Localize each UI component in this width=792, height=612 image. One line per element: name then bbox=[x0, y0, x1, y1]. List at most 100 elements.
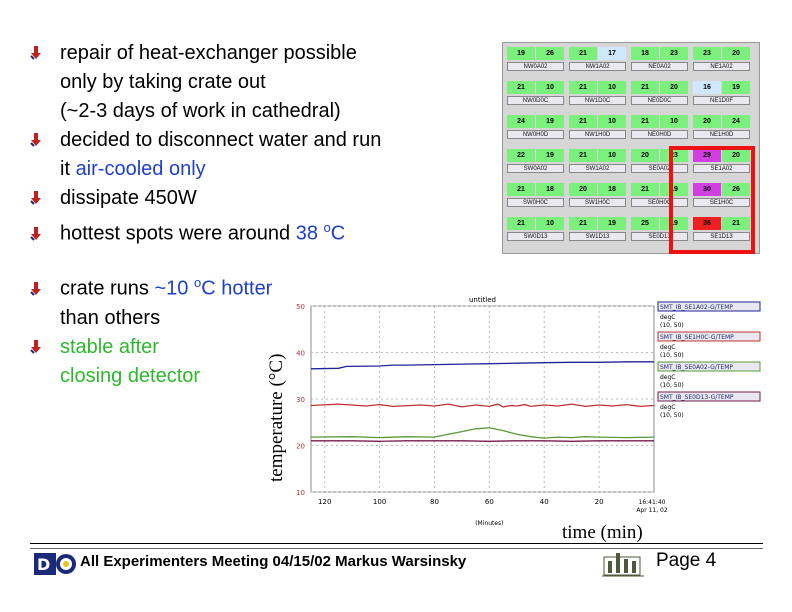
crate-label: SW1H0C bbox=[569, 198, 626, 207]
crate-temp-a: 21 bbox=[569, 217, 597, 230]
crate-label: SW0A02 bbox=[507, 164, 564, 173]
crate-temp-b: 10 bbox=[536, 217, 564, 230]
crate-temp-a: 18 bbox=[631, 47, 659, 60]
crate-temp-b: 19 bbox=[722, 81, 750, 94]
x-tick-label: 40 bbox=[540, 498, 549, 506]
crate-temp-b: 24 bbox=[722, 115, 750, 128]
legend-range: (10, 50) bbox=[660, 322, 684, 329]
svg-text:temperature (°C): temperature (°C) bbox=[266, 354, 287, 482]
crate-label: SW0H0C bbox=[507, 198, 564, 207]
legend-range: (10, 50) bbox=[660, 382, 684, 389]
x-tick-label: 20 bbox=[595, 498, 604, 506]
bottom-bullets: crate runs ~10 oC hotter than others stabl… bbox=[30, 268, 272, 391]
crate-temp-a: 21 bbox=[569, 149, 597, 162]
bullet-text: it bbox=[60, 158, 76, 180]
crate-label: NE1D0F bbox=[693, 96, 750, 105]
crate-label: NE0A02 bbox=[631, 62, 688, 71]
x-axis-label: time (min) bbox=[562, 522, 643, 543]
bullet-text: only by taking crate out bbox=[60, 71, 266, 93]
legend-range: (10, 50) bbox=[660, 412, 684, 419]
crate-temp-b: 20 bbox=[722, 149, 750, 162]
crate-temp-a: 21 bbox=[507, 81, 535, 94]
crate-temp-b: 19 bbox=[598, 217, 626, 230]
crate-label: NW0H0D bbox=[507, 130, 564, 139]
crate-label: NW0D0C bbox=[507, 96, 564, 105]
crate-temp-a: 22 bbox=[507, 149, 535, 162]
top-bullets: repair of heat-exchanger possible only by… bbox=[30, 39, 381, 249]
legend-name: SMT_IB_SE0D13-G/TEMP bbox=[660, 394, 734, 401]
crate-label: SE1A02 bbox=[693, 164, 750, 173]
crate-temp-a: 21 bbox=[631, 81, 659, 94]
crate-label: SE1D13 bbox=[693, 232, 750, 241]
crate-temp-a: 24 bbox=[507, 115, 535, 128]
highlight-box bbox=[669, 146, 755, 254]
bullet-text: o bbox=[323, 220, 331, 235]
series-line bbox=[310, 361, 654, 370]
series-line bbox=[310, 427, 655, 439]
d0-logo: D bbox=[34, 551, 78, 582]
series-line bbox=[311, 440, 654, 442]
crate-temp-a: 36 bbox=[693, 217, 721, 230]
crate-temp-a: 21 bbox=[631, 115, 659, 128]
y-tick-label: 40 bbox=[296, 350, 305, 358]
crate-temp-a: 21 bbox=[507, 217, 535, 230]
crate-temp-a: 19 bbox=[507, 47, 535, 60]
crate-temp-b: 10 bbox=[660, 115, 688, 128]
bullet-line: dissipate 450W bbox=[30, 184, 381, 213]
crate-label: SW0D13 bbox=[507, 232, 564, 241]
crate-temp-a: 23 bbox=[693, 47, 721, 60]
crate-temp-b: 19 bbox=[660, 183, 688, 196]
crate-temp-a: 16 bbox=[693, 81, 721, 94]
bullet-text: than others bbox=[60, 306, 161, 329]
university-emblem-icon bbox=[600, 549, 646, 584]
legend-unit: degC bbox=[660, 404, 676, 411]
bullet-text: ~10 bbox=[154, 277, 194, 300]
legend-swatch bbox=[657, 361, 761, 372]
crate-temp-a: 21 bbox=[569, 115, 597, 128]
y-tick-label: 20 bbox=[296, 443, 305, 451]
end-time-label: 16:41:40 bbox=[639, 499, 666, 506]
bullet-text: C bbox=[330, 222, 346, 245]
x-tick-label: 60 bbox=[485, 498, 494, 506]
bullet-text: stable after bbox=[60, 335, 159, 358]
crate-temp-a: 21 bbox=[569, 47, 597, 60]
crate-temp-b: 18 bbox=[536, 183, 564, 196]
crate-temp-b: 20 bbox=[722, 47, 750, 60]
legend-swatch bbox=[657, 391, 761, 402]
crate-temp-a: 30 bbox=[693, 183, 721, 196]
page-number: Page 4 bbox=[656, 550, 717, 571]
x-tick-label: 100 bbox=[373, 498, 386, 506]
crate-label: SE0A02 bbox=[631, 164, 688, 173]
crate-label: SW1D13 bbox=[569, 232, 626, 241]
bullet-text: repair of heat-exchanger possible bbox=[60, 42, 357, 64]
crate-temp-b: 10 bbox=[536, 81, 564, 94]
bullet-line: repair of heat-exchanger possible bbox=[30, 39, 381, 68]
crate-temp-a: 21 bbox=[507, 183, 535, 196]
svg-text:D: D bbox=[37, 555, 50, 574]
series-line bbox=[310, 403, 655, 408]
crate-temp-b: 26 bbox=[722, 183, 750, 196]
crate-label: NE1H0D bbox=[693, 130, 750, 139]
crate-temp-b: 10 bbox=[598, 81, 626, 94]
crate-temp-a: 20 bbox=[631, 149, 659, 162]
bullet-line: only by taking crate out bbox=[30, 68, 381, 97]
crate-temp-a: 21 bbox=[569, 81, 597, 94]
y-tick-label: 30 bbox=[296, 396, 305, 404]
crate-temp-a: 25 bbox=[631, 217, 659, 230]
bullet-line: it air-cooled only bbox=[30, 155, 381, 184]
bullet-text: C hotter bbox=[201, 277, 273, 300]
bullet-text: air-cooled only bbox=[75, 158, 206, 180]
crate-temp-a: 20 bbox=[693, 115, 721, 128]
legend-unit: degC bbox=[660, 314, 676, 321]
crate-temp-b: 26 bbox=[536, 47, 564, 60]
bullet-line: hottest spots were around 38 oC bbox=[30, 213, 381, 249]
legend-range: (10, 50) bbox=[660, 352, 684, 359]
bullet-text: o bbox=[193, 275, 202, 290]
legend-swatch bbox=[657, 331, 761, 342]
crate-temp-b: 10 bbox=[598, 149, 626, 162]
footer-rule bbox=[30, 543, 763, 544]
crate-label: NE0D0C bbox=[631, 96, 688, 105]
bullet-text: dissipate 450W bbox=[60, 187, 197, 209]
footer-text: All Experimenters Meeting 04/15/02 Marku… bbox=[80, 553, 467, 570]
